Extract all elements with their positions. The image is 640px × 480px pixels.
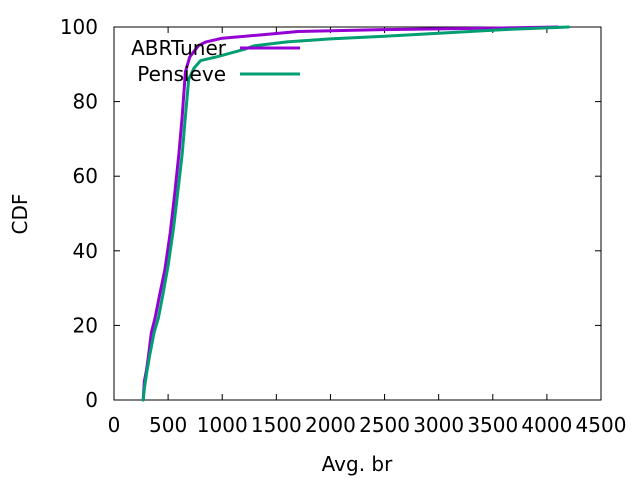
x-axis-label: Avg. br	[322, 452, 393, 476]
x-tick-label: 1500	[251, 413, 302, 437]
y-tick-label: 20	[73, 313, 98, 337]
y-tick-label: 100	[60, 15, 98, 39]
y-axis-label: CDF	[8, 194, 32, 235]
x-tick-label: 3500	[467, 413, 518, 437]
x-tick-label: 1000	[197, 413, 248, 437]
y-tick-label: 40	[73, 239, 98, 263]
series-line-pensieve	[141, 25, 570, 402]
x-tick-label: 2500	[359, 413, 410, 437]
legend-label-pensieve: Pensieve	[137, 62, 226, 86]
y-tick-label: 0	[85, 388, 98, 412]
legend-label-abrtuner: ABRTuner	[131, 36, 227, 60]
plot-frame	[113, 26, 602, 401]
x-tick-label: 4000	[521, 413, 572, 437]
x-tick-label: 0	[108, 413, 121, 437]
x-tick-label: 500	[149, 413, 187, 437]
x-tick-label: 4500	[576, 413, 627, 437]
y-tick-label: 80	[73, 90, 98, 114]
x-tick-label: 3000	[413, 413, 464, 437]
x-tick-label: 2000	[305, 413, 356, 437]
series-line-abrtuner	[141, 25, 560, 402]
y-tick-label: 60	[73, 164, 98, 188]
